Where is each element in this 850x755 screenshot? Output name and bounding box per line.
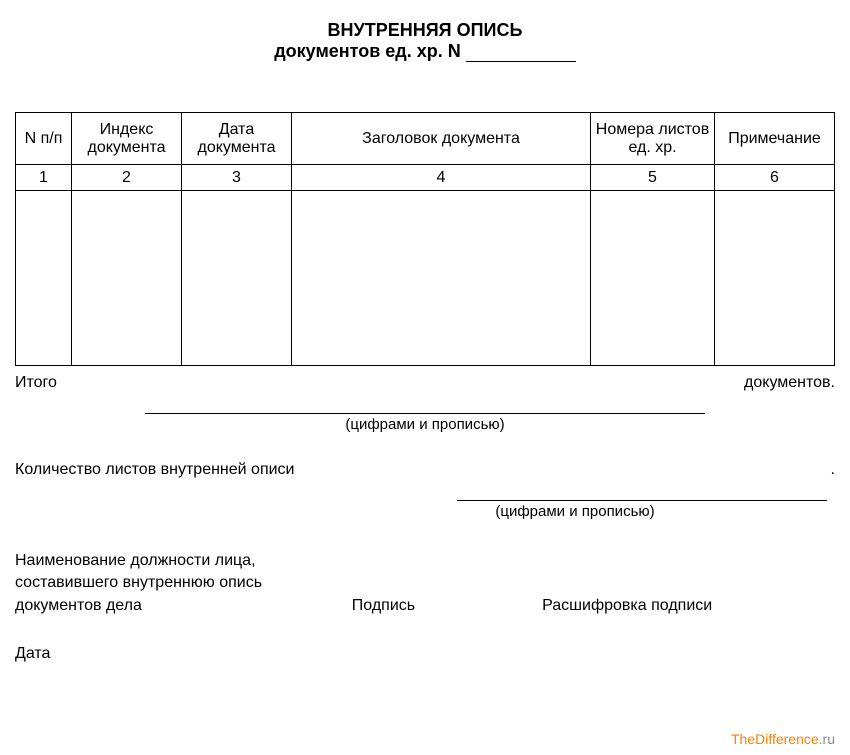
col-header-title: Заголовок документа — [292, 113, 591, 165]
summary-left-label: Итого — [15, 374, 57, 392]
position-line2: составившего внутреннюю опись — [15, 572, 835, 594]
subtitle-prefix: документов ед. хр. N — [274, 41, 461, 61]
summary-right-label: документов. — [744, 374, 835, 392]
sheets-underline[interactable] — [457, 487, 827, 501]
signature-label: Подпись — [352, 597, 542, 615]
table-number-row: 1 2 3 4 5 6 — [16, 165, 835, 191]
col-header-pages: Номера листов ед. хр. — [591, 113, 715, 165]
col-num-2: 2 — [72, 165, 182, 191]
sheets-dot: . — [831, 461, 835, 479]
col-header-note: Примечание — [715, 113, 835, 165]
blank-cell[interactable] — [715, 191, 835, 366]
blank-cell[interactable] — [16, 191, 72, 366]
watermark: TheDifference.ru — [731, 731, 835, 747]
col-num-6: 6 — [715, 165, 835, 191]
inventory-table: N п/п Индекс документа Дата документа За… — [15, 112, 835, 366]
col-num-5: 5 — [591, 165, 715, 191]
blank-cell[interactable] — [591, 191, 715, 366]
blank-cell[interactable] — [292, 191, 591, 366]
signature-row: документов дела Подпись Расшифровка подп… — [15, 597, 835, 615]
col-header-index: Индекс документа — [72, 113, 182, 165]
summary-underline[interactable] — [145, 396, 705, 414]
date-label: Дата — [15, 645, 835, 663]
form-title: ВНУТРЕННЯЯ ОПИСЬ — [15, 20, 835, 41]
summary-row: Итого документов. — [15, 374, 835, 392]
col-header-num: N п/п — [16, 113, 72, 165]
col-header-date: Дата документа — [182, 113, 292, 165]
position-line3: документов дела — [15, 597, 352, 615]
sheets-row: Количество листов внутренней описи . — [15, 461, 835, 479]
position-line1: Наименование должности лица, — [15, 550, 835, 572]
watermark-brand: TheDifference — [731, 731, 819, 747]
position-block: Наименование должности лица, составившег… — [15, 550, 835, 593]
col-num-1: 1 — [16, 165, 72, 191]
col-num-4: 4 — [292, 165, 591, 191]
table-header-row: N п/п Индекс документа Дата документа За… — [16, 113, 835, 165]
blank-cell[interactable] — [72, 191, 182, 366]
table-blank-row — [16, 191, 835, 366]
sheets-line-wrap — [15, 487, 835, 501]
form-subtitle: документов ед. хр. N — [15, 41, 835, 62]
summary-caption: (цифрами и прописью) — [15, 416, 835, 433]
form-header: ВНУТРЕННЯЯ ОПИСЬ документов ед. хр. N — [15, 20, 835, 62]
sheets-label: Количество листов внутренней описи — [15, 461, 294, 478]
watermark-suffix: .ru — [819, 731, 835, 747]
doc-number-field[interactable] — [466, 44, 576, 62]
col-num-3: 3 — [182, 165, 292, 191]
sheets-caption: (цифрами и прописью) — [315, 503, 835, 520]
decipher-label: Расшифровка подписи — [542, 597, 835, 615]
blank-cell[interactable] — [182, 191, 292, 366]
